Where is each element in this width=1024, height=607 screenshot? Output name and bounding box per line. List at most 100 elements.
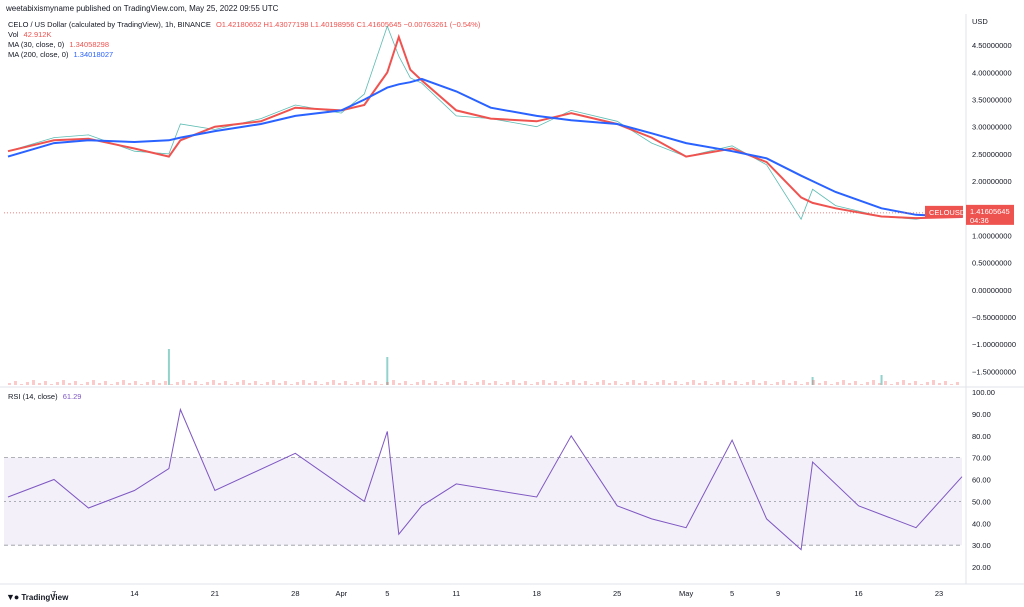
volume-bar <box>608 383 611 385</box>
volume-bar <box>122 380 125 385</box>
volume-bar <box>554 381 557 385</box>
volume-bar <box>782 380 785 385</box>
ma200-value: 1.34018027 <box>73 50 114 59</box>
volume-bar <box>224 381 227 385</box>
volume-bar <box>500 384 503 385</box>
volume-bar <box>392 380 395 385</box>
volume-bar <box>332 380 335 385</box>
volume-bar <box>308 383 311 385</box>
rsi-tick-label: 90.00 <box>972 410 991 419</box>
rsi-tick-label: 50.00 <box>972 497 991 506</box>
volume-bar <box>428 383 431 385</box>
volume-bar <box>824 381 827 385</box>
volume-bar <box>170 384 173 385</box>
volume-bar <box>452 380 455 385</box>
volume-bar <box>770 384 773 385</box>
volume-bar <box>758 383 761 385</box>
price-tick-label: 3.50000000 <box>972 96 1012 105</box>
volume-bar <box>284 381 287 385</box>
volume-bar <box>254 381 257 385</box>
ma30-value: 1.34058298 <box>69 40 109 49</box>
volume-label: Vol <box>8 30 19 39</box>
volume-bar <box>14 381 17 385</box>
volume-bar <box>134 381 137 385</box>
symbol-tag <box>925 205 963 218</box>
volume-bar <box>614 381 617 385</box>
volume-bar <box>811 377 814 385</box>
ma30-label: MA (30, close, 0) <box>8 40 65 49</box>
time-axis-label: 11 <box>452 589 460 598</box>
volume-bar <box>776 382 779 385</box>
volume-bar <box>368 383 371 385</box>
volume-bar <box>182 380 185 385</box>
volume-bar <box>716 382 719 385</box>
volume-bar <box>494 381 497 385</box>
volume-bar <box>632 380 635 385</box>
volume-bar <box>710 384 713 385</box>
volume-bar <box>854 381 857 385</box>
price-tick-label: −0.50000000 <box>972 313 1016 322</box>
volume-bar <box>386 382 389 385</box>
time-axis-label: May <box>679 589 693 598</box>
volume-bar <box>746 382 749 385</box>
time-axis-label: 5 <box>385 589 389 598</box>
volume-bar <box>167 349 170 385</box>
volume-bar <box>578 383 581 385</box>
volume-bar <box>902 380 905 385</box>
volume-bar <box>602 380 605 385</box>
time-axis-label: 7 <box>52 589 56 598</box>
volume-bar <box>158 383 161 385</box>
volume-bar <box>380 384 383 385</box>
volume-bar <box>656 382 659 385</box>
volume-bar <box>956 382 959 385</box>
price-tick-label: 4.00000000 <box>972 68 1012 77</box>
volume-bar <box>38 383 41 385</box>
volume-bar <box>848 383 851 385</box>
volume-bar <box>128 383 131 385</box>
volume-bar <box>764 381 767 385</box>
volume-bar <box>662 380 665 385</box>
volume-bar <box>146 382 149 385</box>
volume-bar <box>806 382 809 385</box>
volume-bar <box>650 384 653 385</box>
volume-bar <box>800 384 803 385</box>
rsi-tick-label: 20.00 <box>972 563 991 572</box>
ohlc-values: O1.42180652 H1.43077198 L1.40198956 C1.4… <box>215 20 481 29</box>
volume-bar <box>140 384 143 385</box>
volume-bar <box>440 384 443 385</box>
volume-bar <box>56 382 59 385</box>
rsi-legend[interactable]: RSI (14, close) 61.29 <box>8 392 81 402</box>
volume-bar <box>644 381 647 385</box>
volume-bar <box>458 383 461 385</box>
volume-bar <box>872 380 875 385</box>
rsi-tick-label: 80.00 <box>972 432 991 441</box>
volume-bar <box>506 382 509 385</box>
volume-bar <box>560 384 563 385</box>
volume-bar <box>44 381 47 385</box>
ma200-legend[interactable]: MA (200, close, 0) 1.34018027 <box>8 50 113 60</box>
volume-bar <box>812 380 815 385</box>
volume-bar <box>104 381 107 385</box>
rsi-tick-label: 30.00 <box>972 541 991 550</box>
volume-bar <box>92 380 95 385</box>
volume-bar <box>890 384 893 385</box>
price-line <box>7 25 963 221</box>
volume-bar <box>26 382 29 385</box>
volume-bar <box>752 380 755 385</box>
volume-bar <box>62 380 65 385</box>
volume-bar <box>698 383 701 385</box>
volume-bar <box>734 381 737 385</box>
volume-bar <box>932 380 935 385</box>
volume-bar <box>914 381 917 385</box>
publish-header: weetabixismyname published on TradingVie… <box>6 4 279 13</box>
rsi-tick-label: 70.00 <box>972 454 991 463</box>
volume-bar <box>218 383 221 385</box>
volume-bar <box>530 384 533 385</box>
volume-bar <box>296 382 299 385</box>
volume-bar <box>584 381 587 385</box>
ma30-legend[interactable]: MA (30, close, 0) 1.34058298 <box>8 40 109 50</box>
volume-bar <box>938 383 941 385</box>
tradingview-brand[interactable]: ▼● TradingView <box>6 592 68 602</box>
volume-bar <box>536 382 539 385</box>
